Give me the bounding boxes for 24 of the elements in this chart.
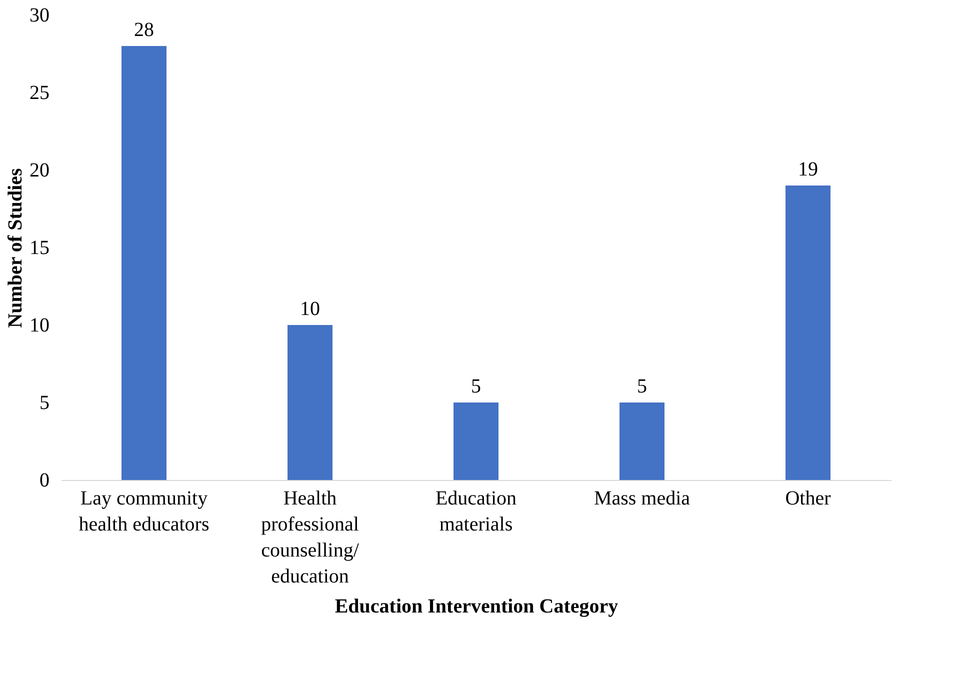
x-tick-label: Lay community health educators <box>78 488 210 536</box>
y-tick-label: 30 <box>30 4 50 26</box>
x-tick-label: Mass media <box>594 488 690 510</box>
y-tick-label: 20 <box>30 160 50 182</box>
y-axis-title: Number of Studies <box>4 168 26 328</box>
y-tick-label: 15 <box>30 237 50 259</box>
x-tick-label: Health professional counselling/ education <box>261 488 360 588</box>
data-label: 5 <box>471 376 481 398</box>
y-tick-label: 0 <box>40 470 50 492</box>
data-label: 5 <box>637 376 647 398</box>
y-tick-label: 5 <box>40 392 50 414</box>
bar <box>454 402 498 480</box>
x-axis-title: Education Intervention Category <box>334 596 618 618</box>
bar <box>288 325 332 480</box>
data-label: 28 <box>134 19 154 41</box>
x-tick-label: Education materials <box>435 488 517 536</box>
data-label: 19 <box>798 158 818 180</box>
bar <box>122 46 166 480</box>
bar <box>620 402 664 480</box>
bar <box>786 186 830 480</box>
y-tick-label: 10 <box>30 314 50 336</box>
x-tick-label: Other <box>785 488 832 510</box>
data-label: 10 <box>300 298 320 320</box>
y-tick-label: 25 <box>30 82 50 104</box>
